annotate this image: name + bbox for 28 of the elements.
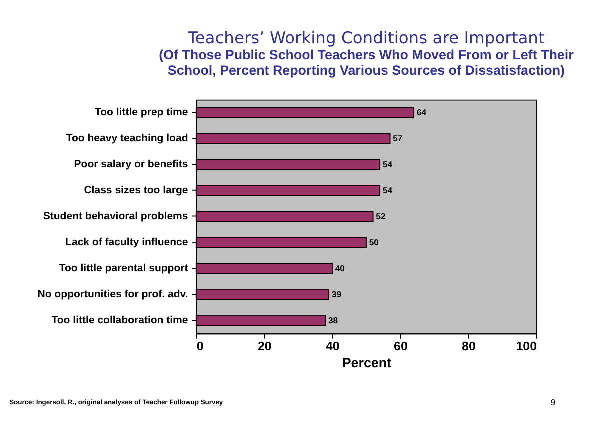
x-tick-label: 0: [196, 339, 204, 354]
x-tick-label: 60: [394, 339, 408, 354]
data-label: 38: [328, 316, 338, 326]
y-tick-label: Too little parental support: [59, 262, 189, 275]
x-tick-label: 100: [516, 339, 538, 354]
data-label: 54: [382, 186, 393, 196]
data-label: 40: [335, 264, 346, 274]
y-tick-label: Too little prep time: [94, 106, 188, 119]
y-tick-label: Poor salary or benefits: [74, 158, 188, 171]
data-label: 50: [369, 238, 380, 248]
x-tick-label: 80: [462, 339, 476, 354]
y-tick-label: Student behavioral problems: [43, 210, 188, 223]
chart-title: Teachers’ Working Conditions are Important: [187, 28, 545, 48]
data-label: 39: [332, 290, 342, 300]
y-tick-label: No opportunities for prof. adv.: [38, 288, 188, 301]
x-axis-title: Percent: [342, 356, 392, 371]
data-label: 54: [382, 160, 393, 170]
text: 9: [550, 397, 556, 408]
y-tick-label: Class sizes too large: [84, 184, 188, 197]
data-label: 64: [416, 108, 427, 118]
y-tick-label: Too heavy teaching load: [66, 132, 188, 145]
x-tick-label: 20: [258, 339, 272, 354]
x-tick-label: 40: [326, 339, 340, 354]
y-tick-label: Lack of faculty influence: [66, 236, 188, 249]
y-tick-label: Too little collaboration time: [52, 314, 188, 326]
chart-subtitle: (Of Those Public School Teachers Who Moved From or Left Their School, Percent Reporting Various Sources of Dissatisfaction): [159, 48, 575, 78]
data-label: 57: [393, 134, 403, 144]
data-label: 52: [376, 212, 386, 222]
